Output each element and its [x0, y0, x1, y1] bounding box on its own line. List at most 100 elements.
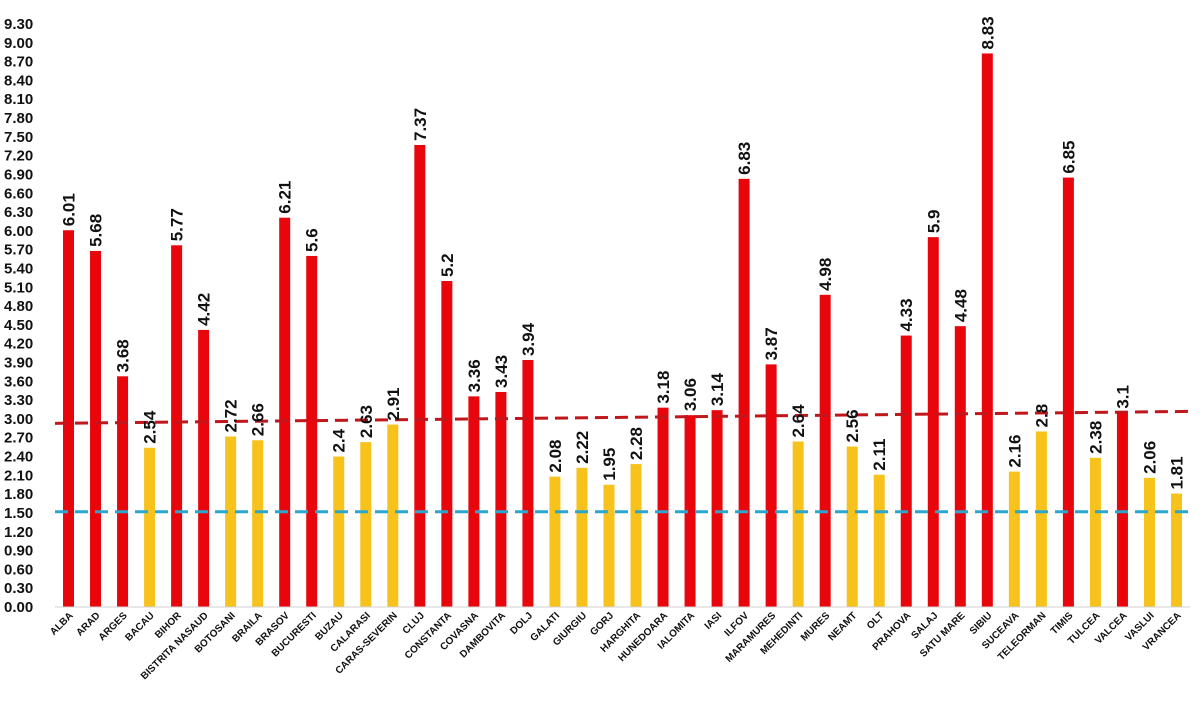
y-tick-label: 2.10 [4, 467, 33, 484]
bar-alba [63, 230, 75, 607]
bar-valcea [1116, 412, 1128, 607]
bar-vaslui [1143, 477, 1155, 607]
bar-iasi [711, 410, 723, 607]
bar-sibiu [981, 53, 993, 607]
bar-ialomita [684, 415, 696, 607]
y-tick-label: 5.40 [4, 260, 33, 277]
value-label: 2.28 [627, 427, 646, 460]
y-tick-label: 0.90 [4, 543, 33, 560]
value-label: 2.66 [249, 403, 268, 436]
y-tick-label: 5.70 [4, 242, 33, 259]
bar-hunedoara [657, 407, 669, 607]
bar-gorj [603, 484, 615, 607]
category-label: IASI [703, 610, 725, 632]
bar-tulcea [1089, 457, 1101, 607]
category-label: MURES [799, 610, 833, 644]
value-label: 3.36 [465, 359, 484, 392]
y-tick-label: 8.70 [4, 54, 33, 71]
value-label: 2.63 [357, 405, 376, 438]
category-label: BACAU [123, 610, 156, 643]
y-tick-label: 0.60 [4, 561, 33, 578]
value-label: 3.18 [654, 371, 673, 404]
bar-mehedinti [792, 441, 804, 607]
y-tick-label: 2.40 [4, 449, 33, 466]
value-label: 4.33 [897, 298, 916, 331]
bar-dambovita [495, 391, 507, 607]
bar-covasna [468, 396, 480, 607]
bar-giurgiu [576, 467, 588, 607]
value-label: 2.56 [843, 409, 862, 442]
y-tick-label: 4.50 [4, 317, 33, 334]
y-tick-label: 7.80 [4, 110, 33, 127]
y-tick-label: 3.30 [4, 392, 33, 409]
bar-suceava [1008, 471, 1020, 607]
value-label: 4.98 [816, 258, 835, 291]
y-tick-label: 1.50 [4, 505, 33, 522]
bar-neamt [846, 446, 858, 607]
value-label: 6.83 [735, 142, 754, 175]
bar-bacau [144, 447, 156, 607]
y-tick-label: 3.90 [4, 355, 33, 372]
value-label: 3.68 [114, 339, 133, 372]
bar-teleorman [1035, 431, 1047, 607]
y-tick-label: 6.00 [4, 223, 33, 240]
bar-bihor [171, 245, 183, 607]
value-label: 6.21 [276, 181, 295, 214]
y-tick-label: 2.70 [4, 430, 33, 447]
category-label: NEAMT [826, 610, 859, 643]
value-label: 1.81 [1167, 456, 1186, 489]
y-tick-label: 8.40 [4, 72, 33, 89]
y-tick-label: 6.30 [4, 204, 33, 221]
y-tick-label: 6.90 [4, 166, 33, 183]
y-tick-label: 4.80 [4, 298, 33, 315]
bar-prahova [900, 335, 912, 607]
bar-olt [873, 474, 885, 607]
value-label: 4.42 [195, 293, 214, 326]
y-tick-label: 7.20 [4, 148, 33, 165]
y-tick-label: 9.30 [4, 16, 33, 33]
value-label: 5.6 [303, 228, 322, 252]
y-tick-label: 3.00 [4, 411, 33, 428]
value-label: 2.4 [330, 428, 349, 452]
bar-satu-mare [954, 326, 966, 607]
y-tick-label: 1.80 [4, 486, 33, 503]
value-label: 7.37 [411, 108, 430, 141]
category-label: OLT [865, 610, 886, 631]
bar-botosani [225, 436, 237, 607]
value-label: 4.48 [951, 289, 970, 322]
bar-bistrita-nasaud [198, 329, 210, 607]
bar-dolj [522, 360, 534, 607]
bar-maramures [765, 364, 777, 607]
bar-harghita [630, 464, 642, 607]
bar-calarasi [360, 442, 372, 607]
bar-vrancea [1170, 493, 1182, 607]
bar-timis [1062, 177, 1074, 607]
value-label: 2.08 [546, 440, 565, 473]
bar-brasov [279, 217, 291, 607]
value-label: 2.91 [384, 387, 403, 420]
value-label: 5.68 [87, 214, 106, 247]
value-labels: 6.01 5.68 3.68 2.54 5.77 4.42 2.72 2.66 6.21 5.6 2… [60, 16, 1187, 489]
bar-cluj [414, 144, 426, 608]
value-label: 2.11 [870, 439, 889, 471]
y-tick-label: 0.00 [4, 599, 33, 616]
value-label: 6.85 [1059, 140, 1078, 173]
value-label: 2.38 [1086, 421, 1105, 454]
reference-lines [54, 409, 1191, 514]
value-label: 2.22 [573, 431, 592, 464]
bar-galati [549, 476, 561, 607]
value-label: 3.94 [519, 322, 538, 356]
value-label: 2.54 [141, 410, 160, 444]
y-tick-label: 0.30 [4, 580, 33, 597]
value-label: 3.1 [1113, 385, 1132, 409]
bar-caras-severin [387, 424, 399, 607]
bar-braila [252, 440, 264, 607]
value-label: 5.2 [438, 253, 457, 277]
y-tick-label: 7.50 [4, 129, 33, 146]
value-label: 3.87 [762, 327, 781, 360]
value-label: 3.43 [492, 355, 511, 388]
value-label: 2.8 [1032, 404, 1051, 428]
bar-salaj [927, 237, 939, 608]
